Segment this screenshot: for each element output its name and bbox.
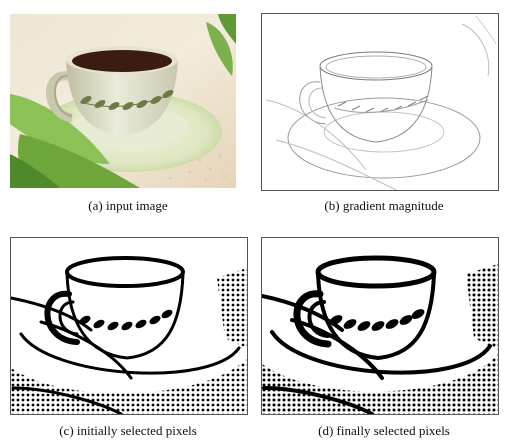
caption-d: (d) finally selected pixels — [318, 423, 450, 438]
caption-b: (b) gradient magnitude — [324, 198, 444, 213]
finally-selected-pixels-image — [261, 237, 499, 415]
input-image — [10, 14, 236, 188]
caption-c: (c) initially selected pixels — [59, 423, 197, 438]
caption-a: (a) input image — [88, 198, 168, 213]
gradient-magnitude-image — [261, 13, 499, 191]
initially-selected-pixels-image — [10, 237, 248, 415]
